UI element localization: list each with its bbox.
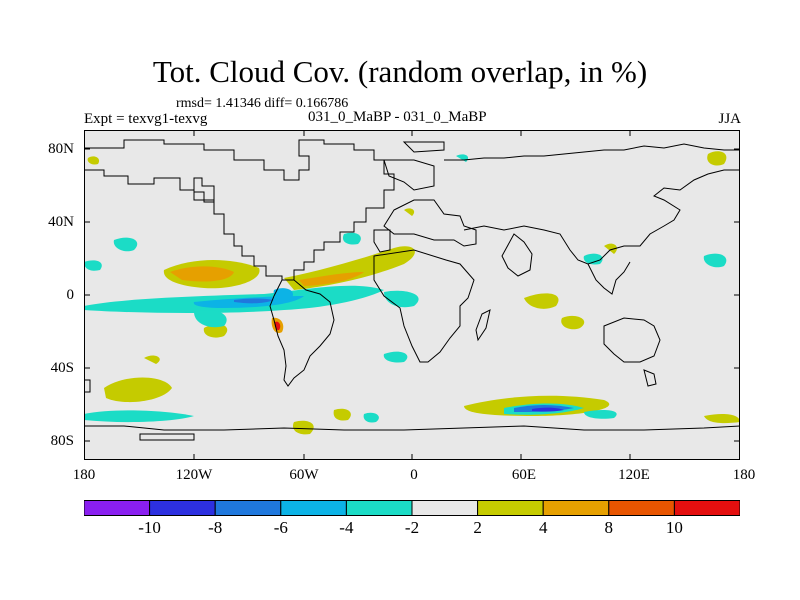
lon-tick-180w: 180 (72, 467, 96, 483)
lat-tick-80n: 80N (48, 141, 74, 157)
lon-tick-180e: 180 (732, 467, 756, 483)
lat-tick-0: 0 (66, 287, 75, 303)
colorbar-label: 8 (604, 518, 614, 537)
plot-title: Tot. Cloud Cov. (random overlap, in %) (152, 54, 648, 89)
experiment-label: Expt = texvg1-texvg (84, 111, 208, 127)
colorbar-label: -6 (273, 518, 288, 537)
colorbar-label: 4 (538, 518, 548, 537)
season-label: JJA (718, 111, 741, 127)
colorbar-swatch (149, 500, 216, 516)
lon-tick-120w: 120W (175, 467, 213, 483)
colorbar-swatch (84, 500, 151, 516)
difference-label: 031_0_MaBP - 031_0_MaBP (308, 109, 487, 125)
lon-tick-60w: 60W (289, 467, 319, 483)
lat-tick-80s: 80S (50, 433, 74, 449)
colorbar (84, 500, 740, 516)
colorbar-swatch (411, 500, 479, 516)
colorbar-swatch (214, 500, 282, 516)
colorbar-swatches (84, 500, 740, 516)
lon-tick-60e: 60E (511, 467, 537, 483)
lon-tick-120e: 120E (618, 467, 650, 483)
cloud-cover-difference-map (84, 130, 740, 460)
colorbar-swatch (280, 500, 347, 516)
colorbar-swatch (542, 500, 610, 516)
lat-tick-40s: 40S (50, 360, 74, 376)
rmsd-diff-stats: rmsd= 1.41346 diff= 0.166786 (176, 96, 349, 111)
lon-tick-0: 0 (410, 467, 418, 483)
colorbar-label: -8 (208, 518, 223, 537)
colorbar-label: -4 (339, 518, 354, 537)
negative-anomaly-shading (84, 154, 727, 423)
colorbar-swatch (608, 500, 675, 516)
colorbar-swatch (477, 500, 544, 516)
colorbar-swatch (673, 500, 740, 516)
colorbar-label: 10 (665, 518, 683, 537)
colorbar-label: -2 (404, 518, 420, 537)
axis-ticks (84, 130, 740, 460)
lat-tick-40n: 40N (48, 214, 74, 230)
colorbar-label: 2 (473, 518, 482, 537)
colorbar-label: -10 (138, 518, 161, 537)
colorbar-swatch (345, 500, 413, 516)
coastlines (84, 139, 740, 441)
